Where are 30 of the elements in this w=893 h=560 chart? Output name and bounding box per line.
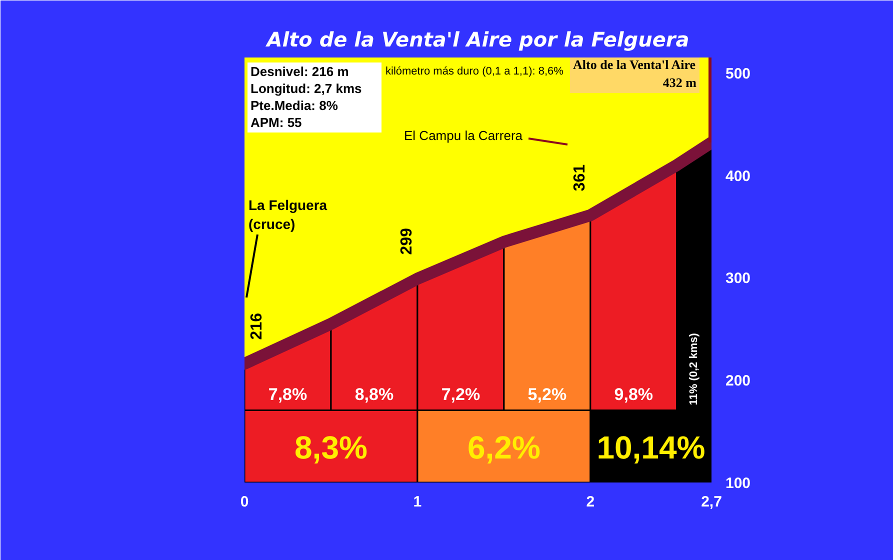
data-label: 216 [248,312,266,340]
band-label: 8,3% [294,430,368,466]
series-label: 7,8% [268,384,308,404]
y-tick-label: 200 [726,372,751,390]
series-label: 5,2% [528,384,567,404]
annotation: Desnivel: 216 m [250,64,349,79]
annotation: Longitud: 2,7 kms [250,81,362,96]
y-tick-label: 500 [726,65,751,82]
series-label: 8,8% [354,384,394,404]
data-label: 361 [571,164,588,192]
annotation: El Campu la Carrera [404,128,524,143]
series-label: 9,8% [614,384,654,404]
annotation: Pte.Media: 8% [250,98,338,113]
annotation: APM: 55 [250,115,302,130]
data-label: 299 [398,228,416,255]
x-tick-label: 2 [586,494,595,510]
x-tick-label: 0 [240,494,249,510]
band-label: 10,14% [596,430,706,466]
band-label: 6,2% [467,430,540,466]
annotation: La Felguera (cruce) [248,196,328,232]
series-label: 11% (0,2 kms) [688,332,700,406]
y-tick-label: 100 [726,475,751,492]
x-tick-label: 2,7 [701,494,722,510]
y-tick-label: 400 [726,168,751,185]
x-tick-label: 1 [413,494,422,510]
annotation: kilómetro más duro (0,1 a 1,1): 8,6% [386,66,564,78]
series-label: 7,2% [441,384,480,404]
y-tick-label: 300 [726,270,751,288]
chart-title: Alto de la Venta'l Aire por la Felguera [264,28,690,52]
annotation: Alto de la Venta'l Aire 432 m [573,57,697,90]
